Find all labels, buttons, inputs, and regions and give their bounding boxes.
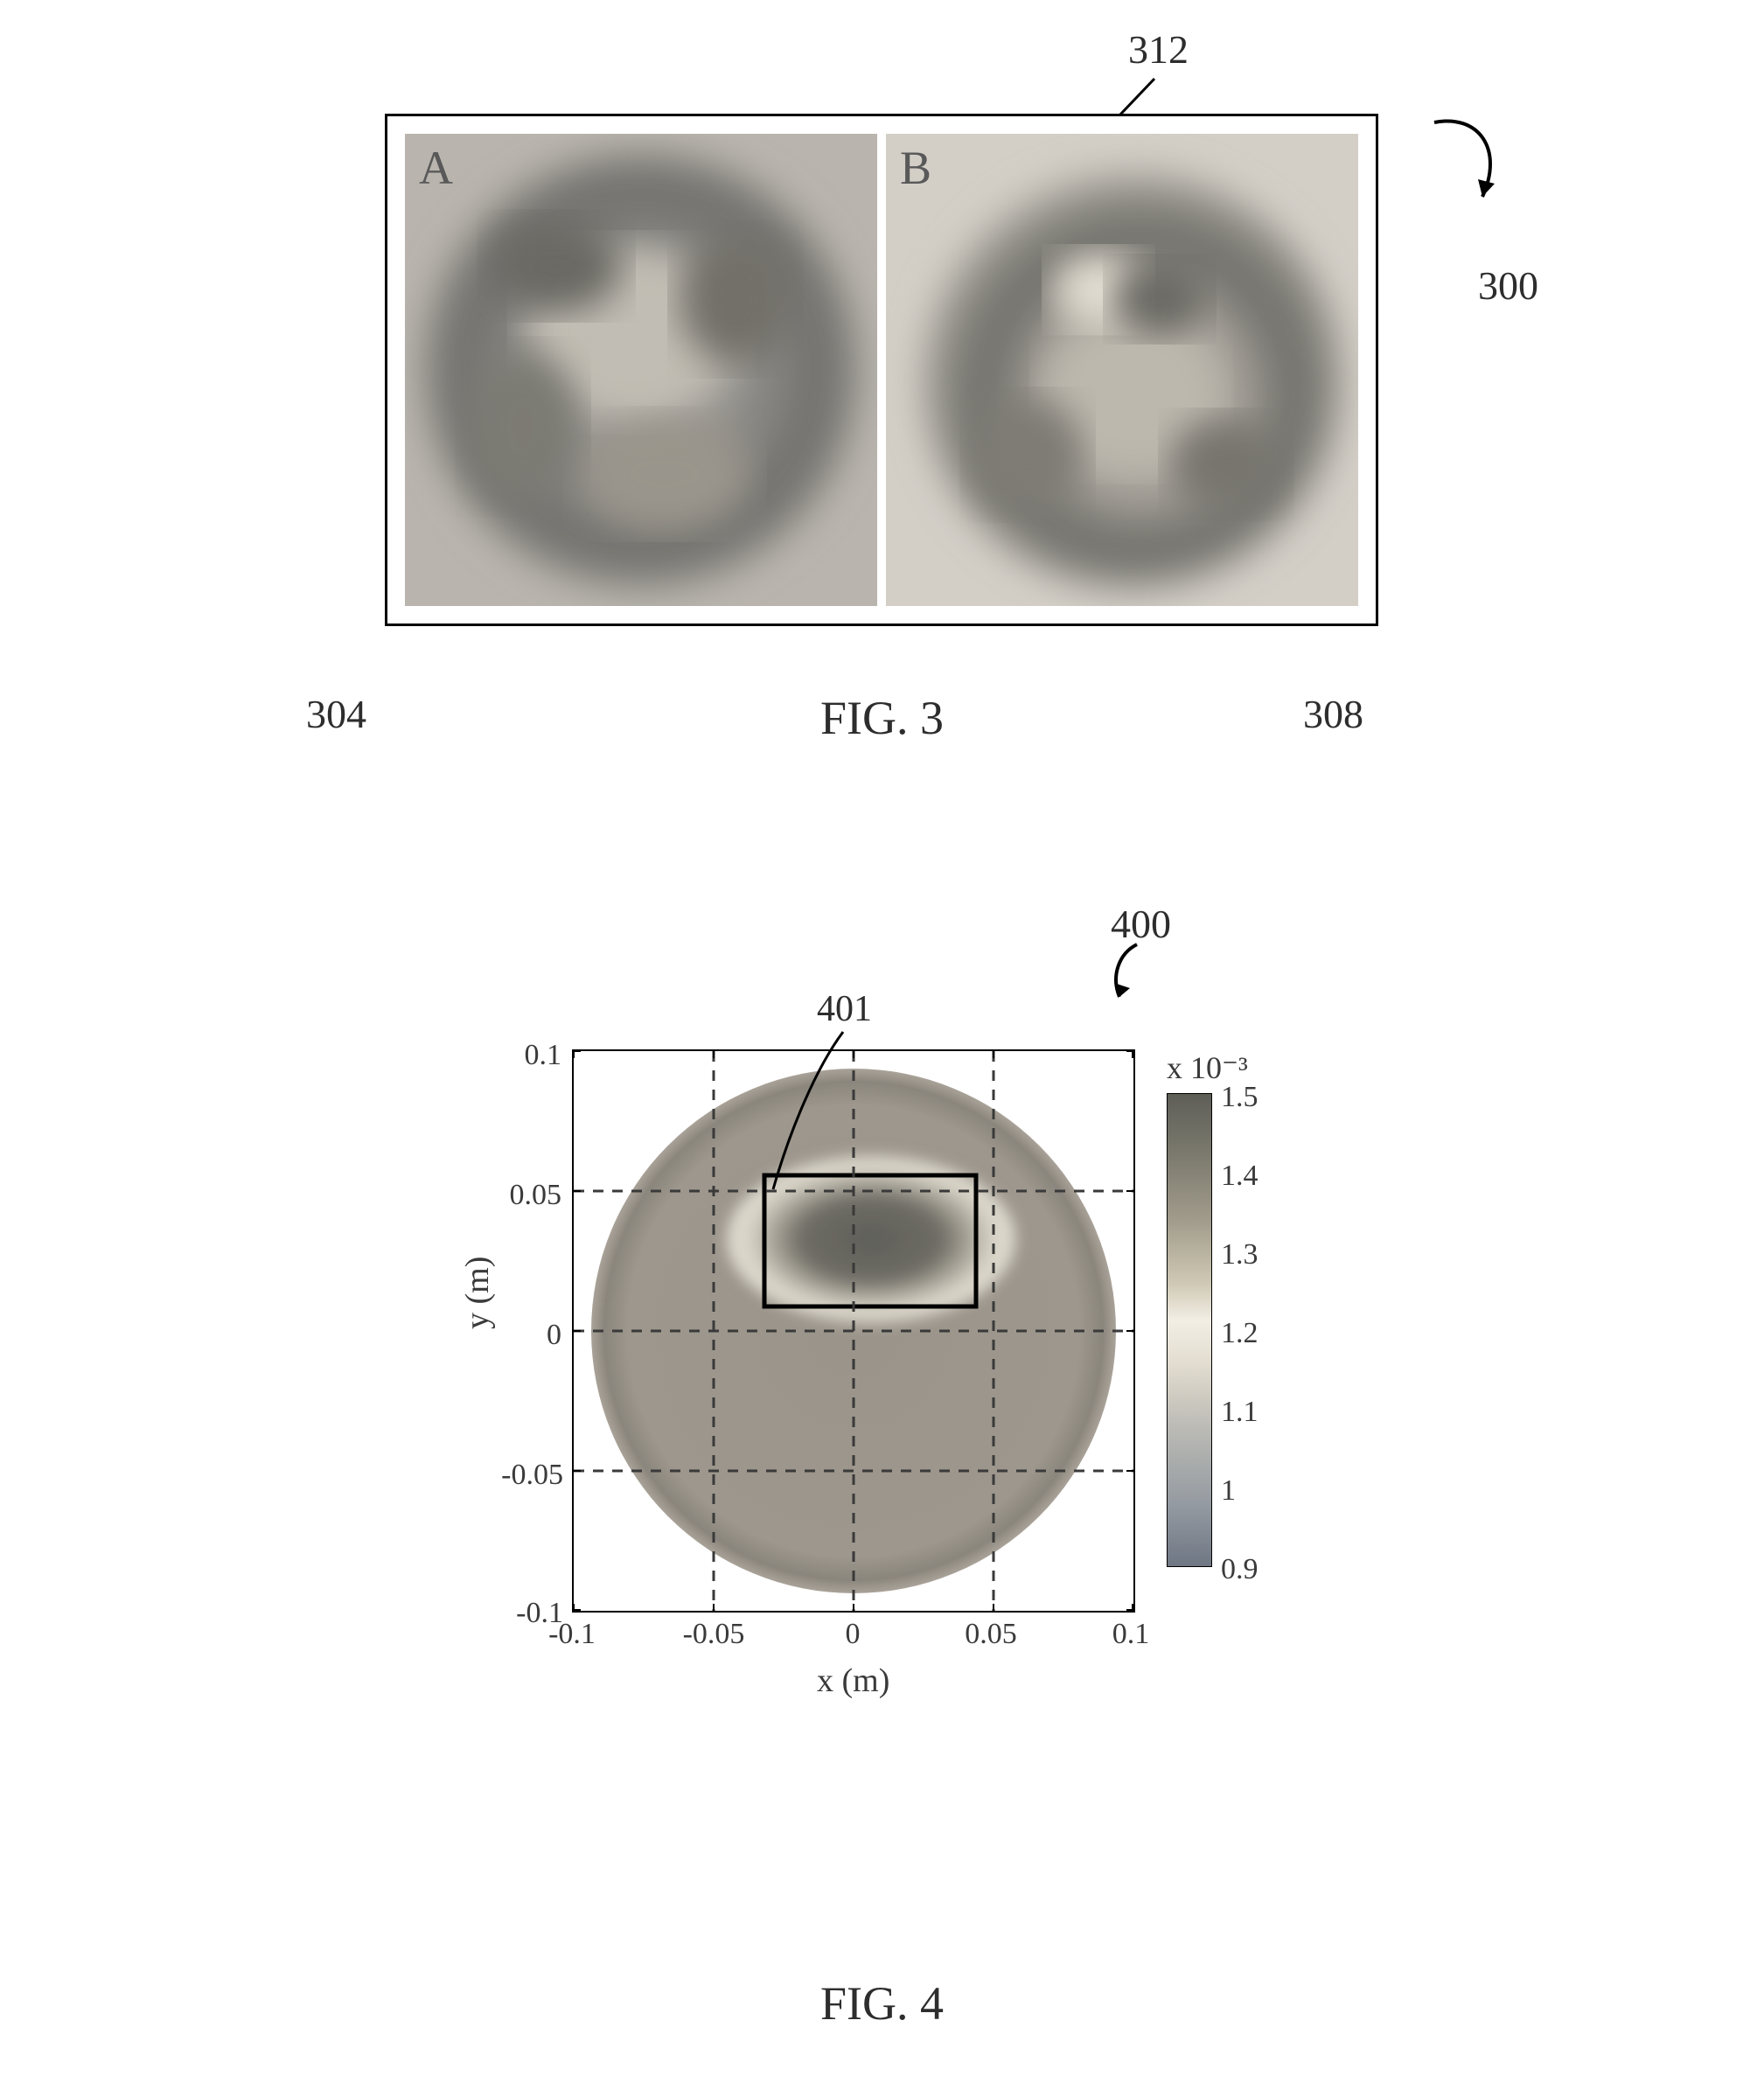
colorbar (1167, 1093, 1212, 1567)
panel-b-letter: B (900, 141, 931, 195)
xlabel: x (m) (817, 1662, 889, 1700)
xtick-4: 0.1 (1109, 1618, 1153, 1651)
fig3-panel-a-image (405, 134, 877, 606)
fig4-caption: FIG. 4 (0, 1976, 1764, 2031)
cb-tick-2: 1.1 (1221, 1396, 1259, 1429)
fig4-plot-area (572, 1049, 1135, 1613)
panel-a-letter: A (419, 141, 453, 195)
cb-tick-6: 1.5 (1221, 1081, 1259, 1114)
ytick-4: 0.1 (509, 1039, 561, 1072)
fig4-plot-svg (574, 1051, 1133, 1611)
cb-tick-3: 1.2 (1221, 1317, 1259, 1350)
ytick-2: 0 (526, 1319, 561, 1352)
cb-tick-4: 1.3 (1221, 1238, 1259, 1271)
xtick-2: 0 (840, 1618, 866, 1651)
xtick-0: -0.1 (546, 1618, 598, 1651)
fig4-container: 0.1 0.05 0 -0.05 -0.1 y (m) (406, 1014, 1350, 1915)
ref-300: 300 (1478, 262, 1538, 309)
xtick-1: -0.05 (679, 1618, 749, 1651)
ytick-1: -0.05 (493, 1459, 563, 1492)
cb-tick-0: 0.9 (1221, 1553, 1259, 1586)
fig3-panel-b-image (886, 134, 1358, 606)
xtick-3: 0.05 (960, 1618, 1021, 1651)
cb-tick-1: 1 (1221, 1474, 1236, 1508)
ref-401: 401 (817, 988, 872, 1030)
cb-tick-5: 1.4 (1221, 1160, 1259, 1193)
fig3-caption: FIG. 3 (0, 691, 1764, 745)
ytick-3: 0.05 (500, 1179, 561, 1212)
fig3-frame: A B (385, 114, 1378, 626)
ref-312: 312 (1128, 26, 1189, 73)
ylabel: y (m) (458, 1257, 497, 1329)
